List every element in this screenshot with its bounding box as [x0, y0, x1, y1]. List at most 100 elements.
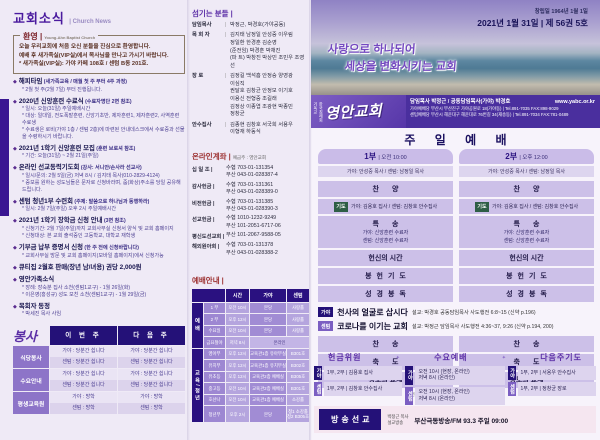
- offering-cell-line: 오전 10시 (현장, 온라인): [418, 389, 470, 395]
- news-item-note: * 2월 첫 주(2월 7일) 부터 진행됩니다.: [22, 86, 103, 93]
- church-logo: 기독교 한국침례회 영안교회: [311, 95, 406, 128]
- sermon-block: 가야 천사의 얼굴로 삽시다 설교: 박경호 공동담임목사 사도행전 6:8~15 …: [318, 307, 594, 332]
- church-news-heading: 교회소식 | Church News: [13, 8, 185, 28]
- schedule-column-header: 센텀: [287, 288, 309, 302]
- news-item: ◆ 2020년 신앙훈련 수료식 (수료자명단 2면 참조) * 일시: 오늘(31…: [13, 98, 185, 141]
- servant-names: 김정길 백석흠 안정승 양영광 이심직 권달호 김창균 안정모 이기호 이용신 전형중…: [230, 73, 307, 119]
- news-item-heading: ◆ 2020년 신앙훈련 수료식 (수료자명단 2면 참조): [13, 98, 185, 106]
- news-item-note: * 이은영(홍성규) 성도 모친 소천(센텀1교구) - 1월 29일(금): [22, 291, 147, 298]
- church-news-title: 교회소식: [13, 11, 65, 26]
- sermon-title: 천사의 얼굴로 삽시다: [337, 307, 408, 317]
- welcome-line: 예배 후 새가족실(VIP실)에서 목사님을 만나고 가시기 바랍니다.: [19, 52, 169, 59]
- offering-grid: 가야 1부, 2부 | 김용호 집사 센텀 1부, 2부 | 김창호 안수집사 가야 오전…: [314, 366, 596, 405]
- schedule-centum-line: 사랑홀: [291, 328, 305, 334]
- offering-cell-line: 1부, 2부 | 서용우 안수집사: [520, 369, 576, 376]
- news-item-note: * 일시/문의: 2월 5일(금) 저녁 8시 / 김지태 목사(010-282…: [22, 172, 160, 179]
- news-item: ◆ 해피타임 (새가족교육 / 매월 첫 주 부터 4주 과정) * 2월 첫 주(…: [13, 78, 185, 93]
- news-item-note: * 교회사무실 방문 및 교회 홈페이지(모바일 홈페이지)에서 신청가능: [22, 252, 164, 259]
- schedule-time-cell: 오전 10시: [226, 394, 249, 406]
- service-cell-line: 가야 : 당분간 쉽니다: [118, 369, 185, 380]
- servant-role-row: 담임목사 | 박정근, 박경호(가야공동): [192, 22, 307, 30]
- service-cell-line: 센텀 : 당분간 쉽니다: [118, 380, 185, 391]
- news-item-note: * 일시: 오늘(31일) 주일예배시간: [22, 106, 91, 113]
- campus-badge: 센텀: [405, 386, 414, 405]
- schedule-header-blank: [192, 288, 225, 302]
- denomination-line-2: 한국침례회: [318, 101, 324, 122]
- schedule-centum-line: 사랑홀: [291, 305, 305, 311]
- news-item-note: * 장례: 장숙분 집사 소천(센텀1교구) - 1월 26일(화): [22, 284, 131, 291]
- servant-names-line: 이형재 하동식: [230, 129, 261, 136]
- worship-order-row: 축도: [318, 353, 453, 370]
- offering-row: 센텀 1부, 2부 | 김창호 안수집사: [314, 382, 403, 396]
- news-item-title: 2020년 신앙훈련 수료식: [18, 97, 84, 105]
- account-row: 해외원아회 | 수협 703-01-131378 부산 043-01-028388-…: [192, 242, 307, 257]
- bullet-diamond-icon: ◆: [13, 303, 17, 310]
- sunday-worship-title: 주 일 예 배: [404, 133, 515, 147]
- servant-names-line: 권달호 김창균 안정모 이기호: [230, 88, 293, 95]
- servant-names-line: (파 트) 박창진 박상민 조민우 조영선: [230, 55, 305, 69]
- service-row-label: 식당봉사: [13, 346, 49, 368]
- campus-badge: 가야: [318, 307, 334, 317]
- schedule-gaya-cell: 본당: [250, 314, 286, 325]
- offering-headers: 헌금위원 ✦ 수요예배 ✦ 다음주기도: [314, 352, 596, 363]
- bullet-diamond-icon: ◆: [13, 198, 17, 205]
- offering-row: 가야 오전 10시 (현장, 온라인) 저녁 8시 (온라인): [405, 366, 505, 385]
- divider: |: [225, 73, 227, 80]
- news-item-sub: (수료자명단 2면 참조): [83, 98, 132, 105]
- worship-prayer-row: 기도 가야: 김용호 집사 / 센텀: 김창호 안수집사: [459, 199, 594, 214]
- account-numbers: 수협 703-01-131385 부산 043-01-028390-3: [226, 199, 307, 214]
- offering-header: 수요예배: [434, 353, 468, 362]
- schedule-gaya-cell: 교육관1층 유치부실: [250, 360, 286, 371]
- offering-group: 가야 오전 10시 (현장, 온라인) 저녁 8시 (온라인) 센텀 오전 10시 (현…: [405, 366, 505, 405]
- service-table-title: 봉사: [13, 329, 37, 344]
- news-items-list: ◆ 해피타임 (새가족교육 / 매월 첫 주 부터 4주 과정) * 2월 첫 주(…: [13, 78, 185, 318]
- account-row: 감사헌금 | 수협 703-01-131361 부산 043-01-028389-0: [192, 182, 307, 197]
- account-number-line: 수협 1010-1232-9249: [226, 215, 277, 222]
- servant-role-row: 안수집사 | 김종현 김창호 서국희 서용우 이형재 하동식: [192, 122, 307, 137]
- news-item-title: 온라인 선교동력기도회: [18, 164, 80, 172]
- servant-names-line: 이용신 전형중 조길래: [230, 96, 277, 103]
- campus-badge: 센텀: [507, 382, 516, 396]
- denomination-label: 기독교 한국침례회: [313, 102, 323, 122]
- bullet-diamond-icon: ◆: [13, 245, 17, 252]
- service-cell-line: 센텀 : 당분간 쉽니다: [50, 357, 117, 368]
- servant-names-line: 김지태 남정일 안성중 이우림: [230, 32, 293, 39]
- servant-role: 목 회 자: [192, 32, 210, 39]
- broadcast-label: 방송선교: [319, 409, 382, 430]
- account-number-line: 수협 703-01-131385: [226, 198, 274, 205]
- schedule-time-cell: 오전 10시: [226, 325, 249, 337]
- offering-group: 가야 1부, 2부 | 서용우 안수집사 센텀 1부, 2부 | 정창균 장로: [507, 366, 596, 405]
- worship-guide-title: 예배안내 |: [192, 275, 224, 285]
- servant-role: 담임목사: [192, 22, 212, 28]
- offering-cell: 1부, 2부 | 김창호 안수집사: [324, 382, 403, 396]
- worship-part-header: 2부 | 오후 12:00: [459, 149, 594, 164]
- sermon-detail: 설교: 박정근 담임목사 사도행전 4:36~37, 9:26 (신약 p.19…: [411, 323, 554, 330]
- service-column-header: 다 음 주: [118, 326, 185, 345]
- fold-line-right: [309, 0, 312, 440]
- news-item-heading: ◆ 온라인 선교동력기도회 (강사: 서니안/손사라 선교사): [13, 164, 185, 172]
- worship-order-row: 헌신의 시간: [318, 249, 453, 266]
- account-number-line: 수협 703-01-131378: [226, 242, 274, 249]
- servant-names: 김종현 김창호 서국희 서용우 이형재 하동식: [230, 122, 307, 137]
- worship-prayer-row: 기도 가야: 김용호 집사 / 센텀: 김창호 안수집사: [318, 199, 453, 214]
- service-cell-line: 가야 : 당분간 쉽니다: [50, 369, 117, 380]
- offering-row: 가야 1부, 2부 | 서용우 안수집사: [507, 366, 596, 380]
- account-name: 비전헌금 |: [192, 200, 215, 207]
- campus-badge: 가야: [507, 366, 516, 380]
- welcome-lines: 오늘 우리교회에 처음 오신 분들을 진심으로 환영합니다. 예배 후 새가족실(…: [19, 43, 179, 69]
- schedule-group-label: 예배: [192, 302, 203, 348]
- schedule-column-header: 가야: [250, 288, 286, 302]
- servant-role: 안수집사: [192, 121, 212, 128]
- news-item-heading: ◆ 해피타임 (새가족교육 / 매월 첫 주 부터 4주 과정): [13, 78, 185, 86]
- schedule-time-cell: 저녁 8시: [226, 337, 249, 348]
- news-item: ◆ 기부금 납부 증명서 신청 (한 주 전에 신청바랍니다) * 교회사무실 방문…: [13, 244, 185, 259]
- news-item-note: * 일시: 2월 7일(주일) 오후 2시 주일예배시간: [22, 206, 117, 213]
- service-cell: 가야 : 방학 센텀 : 방학: [118, 392, 185, 414]
- pastors-line: 담임목사 박정근 / 공동담임목사(가야) 박경호: [410, 98, 511, 105]
- worship-order-note: 센텀: 신앙훈련 수료자: [503, 237, 550, 244]
- news-item-title: 센텀 청년1부 수련회: [18, 197, 73, 205]
- bullet-diamond-icon: ◆: [13, 98, 17, 105]
- church-news-title-en: | Church News: [69, 19, 111, 25]
- schedule-row-label: 유초등: [204, 371, 225, 383]
